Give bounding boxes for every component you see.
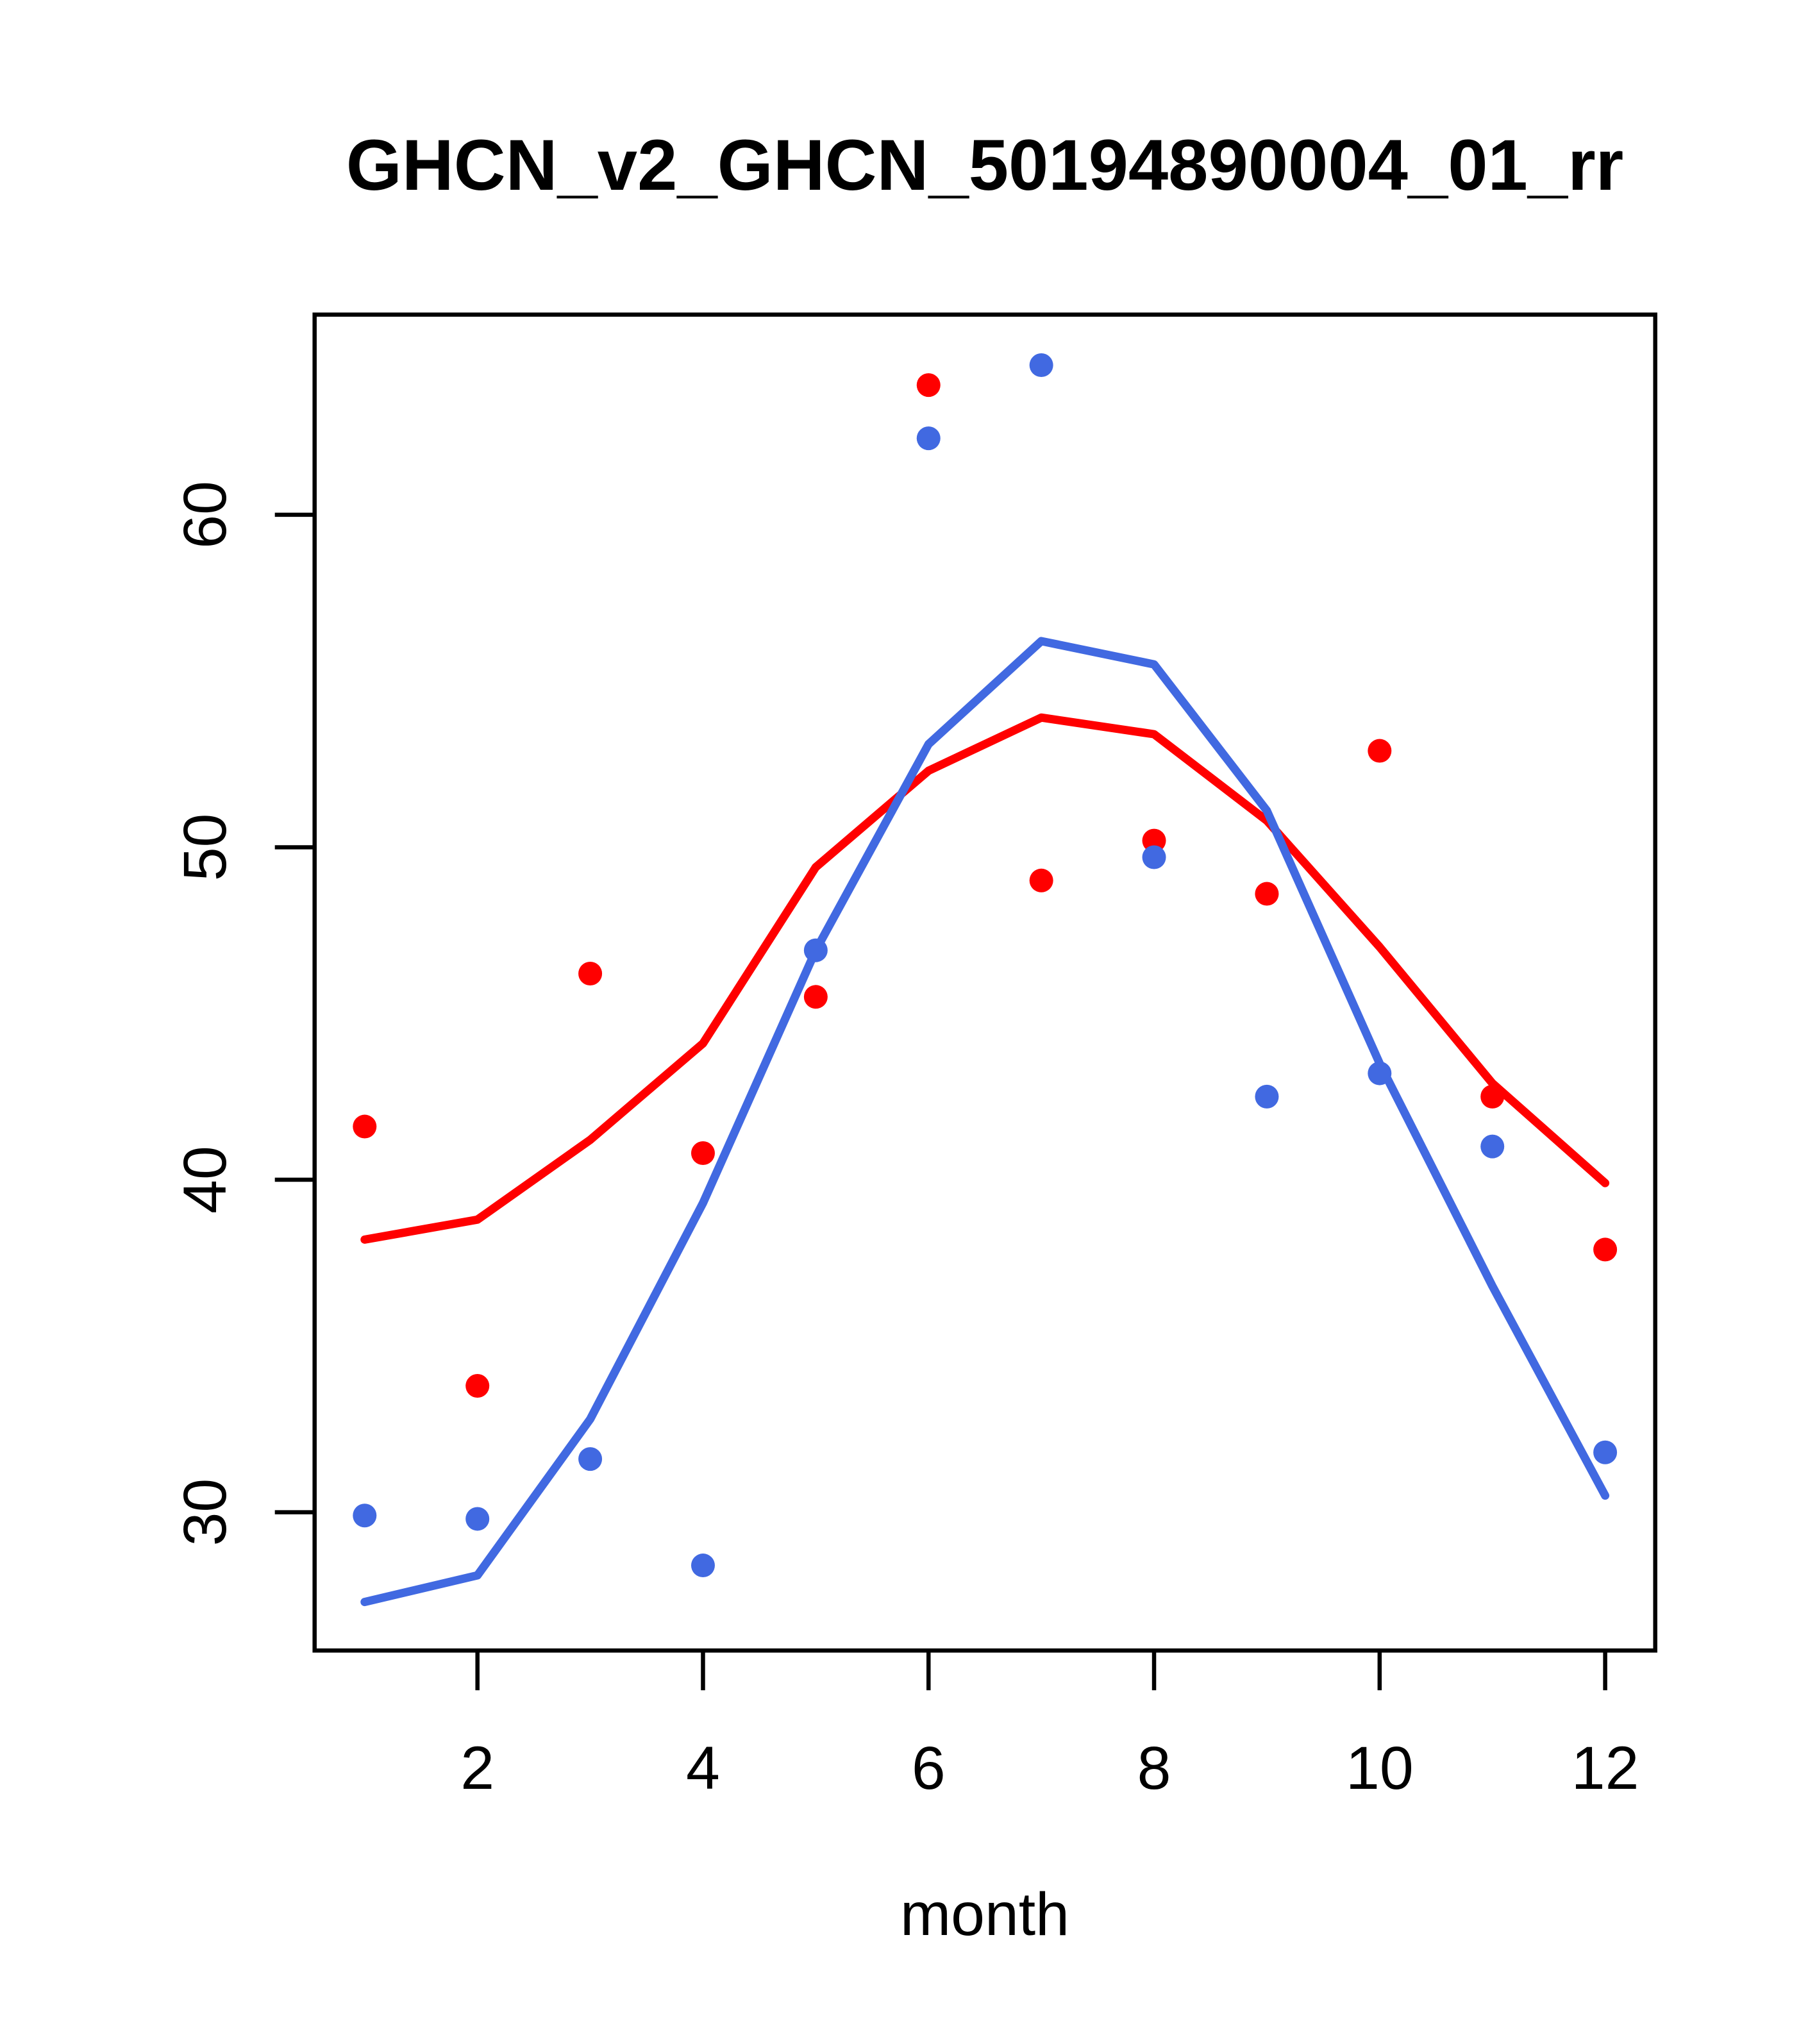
blue-data-point (465, 1507, 490, 1531)
blue-climatology-line (360, 637, 1610, 1607)
blue-data-point (803, 938, 828, 962)
x-axis-tick-label: 12 (1571, 1734, 1639, 1802)
red-data-point (578, 961, 603, 985)
x-axis-tick-label: 6 (912, 1734, 946, 1802)
red-data-point (1255, 882, 1279, 906)
y-axis-tick-label: 30 (171, 1479, 239, 1546)
blue-data-point (353, 1504, 377, 1528)
blue-data-point (1368, 1061, 1392, 1085)
red-data-point (1368, 739, 1392, 763)
x-axis-tick-label: 10 (1346, 1734, 1414, 1802)
red-data-point (353, 1114, 377, 1139)
series-lines (360, 637, 1610, 1607)
plot-box (312, 312, 1657, 1653)
red-data-point (691, 1141, 715, 1166)
plot-border (312, 312, 1657, 1653)
blue-data-point (1255, 1084, 1279, 1109)
blue-data-point (1142, 845, 1166, 869)
y-axis-tick-label: 50 (171, 814, 239, 882)
blue-data-point (1480, 1134, 1505, 1159)
x-axis-title: month (900, 1881, 1069, 1948)
blue-data-point (578, 1447, 603, 1471)
blue-data-point (1029, 353, 1053, 378)
red-climatology-line (360, 713, 1610, 1244)
x-axis-tick-label: 2 (460, 1734, 494, 1802)
y-axis-ticks: 30 40 50 60 (171, 481, 315, 1546)
y-axis-tick-label: 60 (171, 481, 239, 549)
x-axis-tick-label: 8 (1137, 1734, 1171, 1802)
red-data-point (916, 373, 941, 398)
blue-data-point (1593, 1440, 1618, 1464)
red-data-point (1593, 1237, 1618, 1262)
x-axis-ticks: 2 4 6 8 10 12 (460, 1650, 1639, 1802)
y-axis-tick-label: 40 (171, 1146, 239, 1214)
series-points (353, 353, 1618, 1578)
x-axis-tick-label: 4 (686, 1734, 720, 1802)
chart-title: GHCN_v2_GHCN_50194890004_01_rr (346, 125, 1623, 205)
red-data-point (1480, 1084, 1505, 1109)
red-data-point (1029, 868, 1053, 892)
red-data-point (803, 985, 828, 1009)
red-data-point (1142, 828, 1166, 853)
blue-data-point (691, 1554, 715, 1578)
blue-data-point (916, 426, 941, 451)
red-data-point (465, 1374, 490, 1398)
